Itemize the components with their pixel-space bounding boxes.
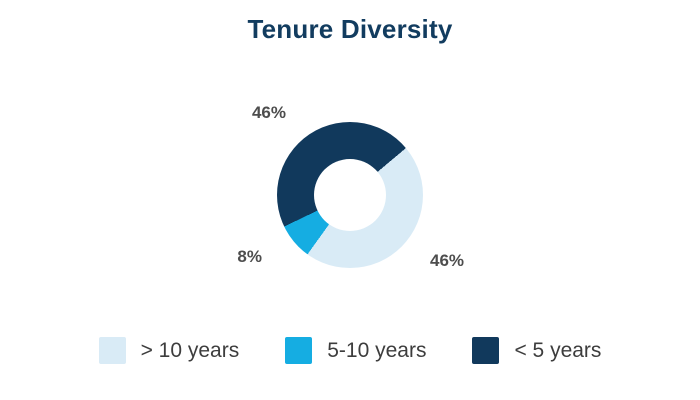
legend-swatch-5-10-years (285, 337, 313, 364)
legend-label-5-10-years: 5-10 years (327, 338, 427, 362)
legend-item-5-10-years: 5-10 years (285, 337, 426, 364)
legend-label-lt-5-years: < 5 years (514, 338, 602, 362)
donut-ring (277, 122, 423, 268)
legend-item-lt-5-years: < 5 years (472, 337, 601, 364)
legend-swatch-gt-10-years (98, 337, 126, 364)
legend-item-gt-10-years: > 10 years (98, 337, 240, 364)
percent-label-5-10-years: 8% (237, 247, 262, 266)
chart-title: Tenure Diversity (247, 14, 453, 44)
legend-swatch-lt-5-years (472, 337, 500, 364)
donut-hole (314, 159, 386, 231)
percent-label-lt-5-years: 46% (251, 103, 286, 122)
legend-label-gt-10-years: > 10 years (140, 338, 240, 362)
percent-label-gt-10-years: 46% (430, 251, 465, 270)
legend: > 10 years 5-10 years < 5 years (0, 337, 700, 364)
